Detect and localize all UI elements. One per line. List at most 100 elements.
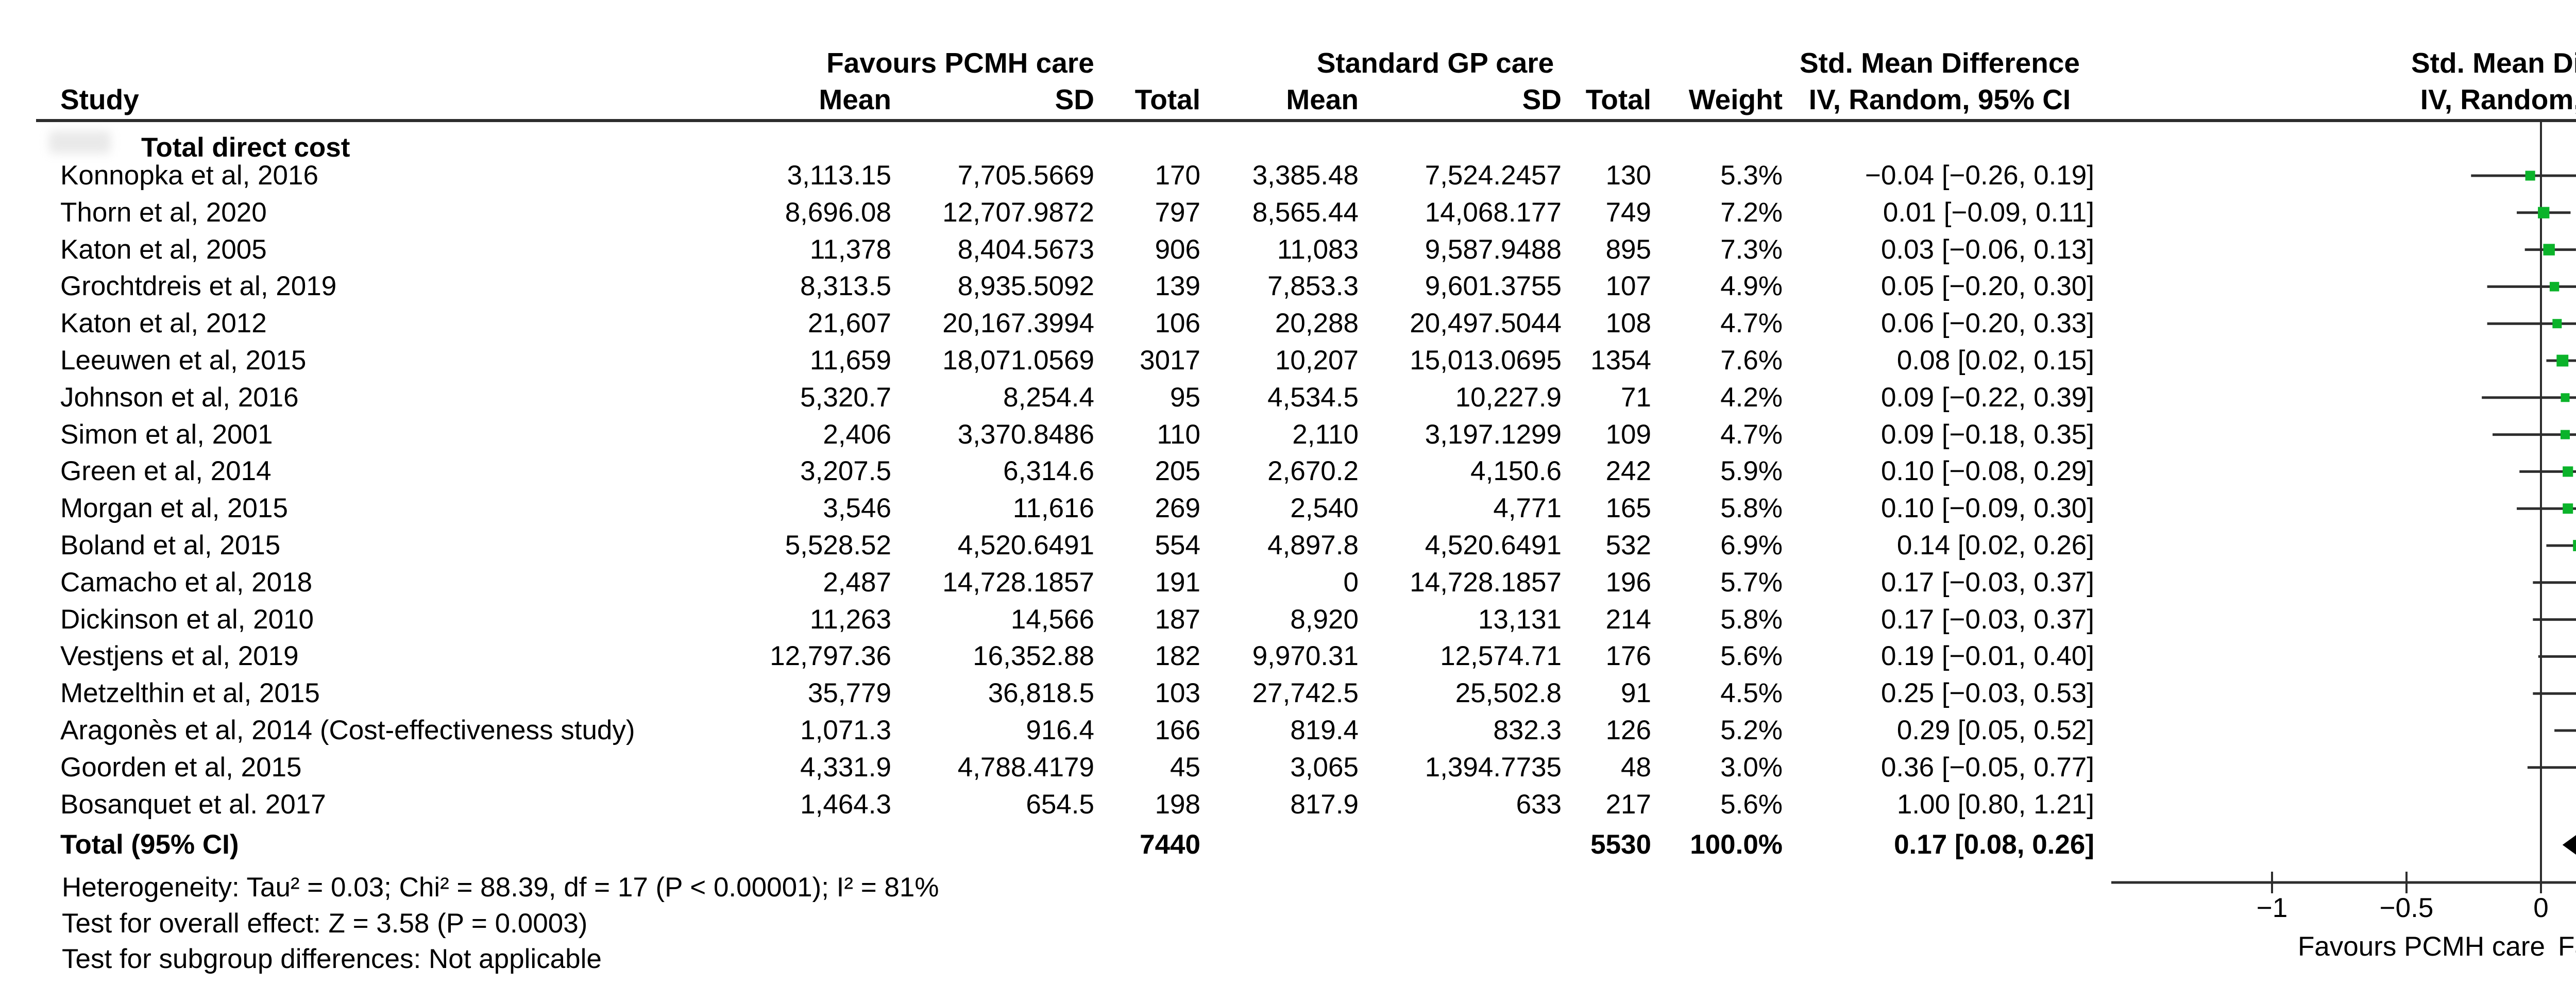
table-row: Katon et al, 2012 21,607 20,167.3994 106 20,… [0,305,2576,342]
pcmh-sd: 8,935.5092 [957,271,1094,302]
smd-ci-text: 0.36 [−0.05, 0.77] [1880,752,2094,783]
group-header-pcmh: Favours PCMH care [826,47,1094,79]
gp-mean: 20,288 [1275,308,1359,339]
smd-ci-text: 1.00 [0.80, 1.21] [1896,789,2094,820]
gp-total: 91 [1621,678,1651,709]
table-row: Vestjens et al, 2019 12,797.36 16,352.88 18… [0,638,2576,675]
pcmh-mean: 4,331.9 [800,752,891,783]
gp-sd: 832.3 [1493,715,1562,745]
gp-mean: 7,853.3 [1267,271,1359,302]
column-header-mean-gp: Mean [1286,83,1359,115]
table-row: Konnopka et al, 2016 3,113.15 7,705.5669 17… [0,157,2576,194]
weight: 5.3% [1720,160,1783,191]
gp-total: 895 [1605,234,1651,265]
effect-square [2560,430,2570,439]
study-name: Dickinson et al, 2010 [60,604,314,635]
gp-mean: 10,207 [1275,345,1359,376]
heterogeneity-text: Heterogeneity: Tau² = 0.03; Chi² = 88.39… [62,872,939,903]
gp-total: 107 [1605,271,1651,302]
pcmh-total: 191 [1155,567,1200,598]
total-row-ci: 0.17 [0.08, 0.26] [1894,829,2094,860]
table-row: Grochtdreis et al, 2019 8,313.5 8,935.5092… [0,268,2576,305]
weight: 7.3% [1720,234,1783,265]
pcmh-mean: 5,528.52 [785,530,891,561]
smd-ci-text: 0.01 [−0.09, 0.11] [1883,197,2094,228]
gp-total: 109 [1605,419,1651,450]
pcmh-mean: 3,207.5 [800,456,891,487]
total-row-label: Total (95% CI) [60,829,239,860]
pcmh-mean: 8,696.08 [785,197,891,228]
gp-sd: 7,524.2457 [1425,160,1562,191]
smd-ci-text: 0.06 [−0.20, 0.33] [1880,308,2094,339]
gp-total: 126 [1605,715,1651,745]
pcmh-sd: 7,705.5669 [957,160,1094,191]
pcmh-sd: 12,707.9872 [942,197,1094,228]
pcmh-total: 906 [1155,234,1200,265]
table-row: Aragonès et al, 2014 (Cost-effectiveness… [0,712,2576,749]
study-name: Morgan et al, 2015 [60,493,288,524]
gp-total: 749 [1605,197,1651,228]
smd-ci-text: 0.03 [−0.06, 0.13] [1880,234,2094,265]
gp-mean: 11,083 [1277,234,1359,265]
header-separator-line [36,119,2576,122]
column-header-weight: Weight [1688,83,1783,115]
pcmh-total: 166 [1155,715,1200,745]
effect-square [2561,393,2570,402]
gp-sd: 14,068.177 [1425,197,1562,228]
total-row-weight: 100.0% [1690,829,1783,860]
column-header-total-gp: Total [1585,83,1651,115]
effect-square [2543,244,2555,256]
gp-mean: 3,385.48 [1252,160,1359,191]
subgroup-differences-text: Test for subgroup differences: Not appli… [62,944,602,974]
study-name: Katon et al, 2012 [60,308,267,339]
gp-sd: 14,728.1857 [1410,567,1562,598]
gp-mean: 9,970.31 [1252,641,1359,672]
pcmh-total: 139 [1155,271,1200,302]
column-header-sd-gp: SD [1522,83,1562,115]
weight: 4.9% [1720,271,1783,302]
plot-header-line2: IV, Random, 95% CI [2420,83,2576,115]
gp-sd: 9,587.9488 [1425,234,1562,265]
effect-square [2573,540,2576,551]
pcmh-mean: 3,546 [823,493,891,524]
study-name: Grochtdreis et al, 2019 [60,271,337,302]
weight: 7.2% [1720,197,1783,228]
gp-mean: 2,110 [1292,419,1359,450]
weight: 6.9% [1720,530,1783,561]
effect-column-header-line1: Std. Mean Difference [1799,47,2080,79]
pcmh-mean: 11,378 [809,234,891,265]
smd-ci-text: 0.17 [−0.03, 0.37] [1880,567,2094,598]
overall-effect-text: Test for overall effect: Z = 3.58 (P = 0… [62,908,588,939]
pcmh-mean: 2,487 [823,567,891,598]
study-name: Camacho et al, 2018 [60,567,313,598]
smd-ci-text: 0.25 [−0.03, 0.53] [1880,678,2094,709]
gp-sd: 3,197.1299 [1425,419,1562,450]
weight: 5.6% [1720,641,1783,672]
weight: 5.8% [1720,493,1783,524]
gp-sd: 9,601.3755 [1425,271,1562,302]
study-name: Boland et al, 2015 [60,530,281,561]
study-name: Bosanquet et al. 2017 [60,789,326,820]
weight: 5.6% [1720,789,1783,820]
table-row: Johnson et al, 2016 5,320.7 8,254.4 95 4,534… [0,379,2576,416]
gp-mean: 8,565.44 [1252,197,1359,228]
pcmh-total: 187 [1155,604,1200,635]
table-row: Morgan et al, 2015 3,546 11,616 269 2,540 4,7… [0,490,2576,527]
table-row: Leeuwen et al, 2015 11,659 18,071.0569 3017… [0,342,2576,379]
column-header-total-pcmh: Total [1134,83,1200,115]
smd-ci-text: 0.08 [0.02, 0.15] [1896,345,2094,376]
total-row: Total (95% CI) 7440 5530 100.0% 0.17 [0.… [0,826,2576,863]
table-row: Simon et al, 2001 2,406 3,370.8486 110 2,110… [0,416,2576,453]
weight: 4.7% [1720,308,1783,339]
effect-column-header-line2: IV, Random, 95% CI [1808,83,2071,115]
smd-ci-text: 0.17 [−0.03, 0.37] [1880,604,2094,635]
gp-mean: 2,540 [1290,493,1359,524]
pcmh-sd: 654.5 [1026,789,1094,820]
column-header-sd-pcmh: SD [1055,83,1094,115]
subgroup-heading: Total direct cost [141,132,350,163]
gp-sd: 15,013.0695 [1410,345,1562,376]
smd-ci-text: −0.04 [−0.26, 0.19] [1865,160,2094,191]
effect-square [2563,503,2573,514]
study-name: Simon et al, 2001 [60,419,273,450]
